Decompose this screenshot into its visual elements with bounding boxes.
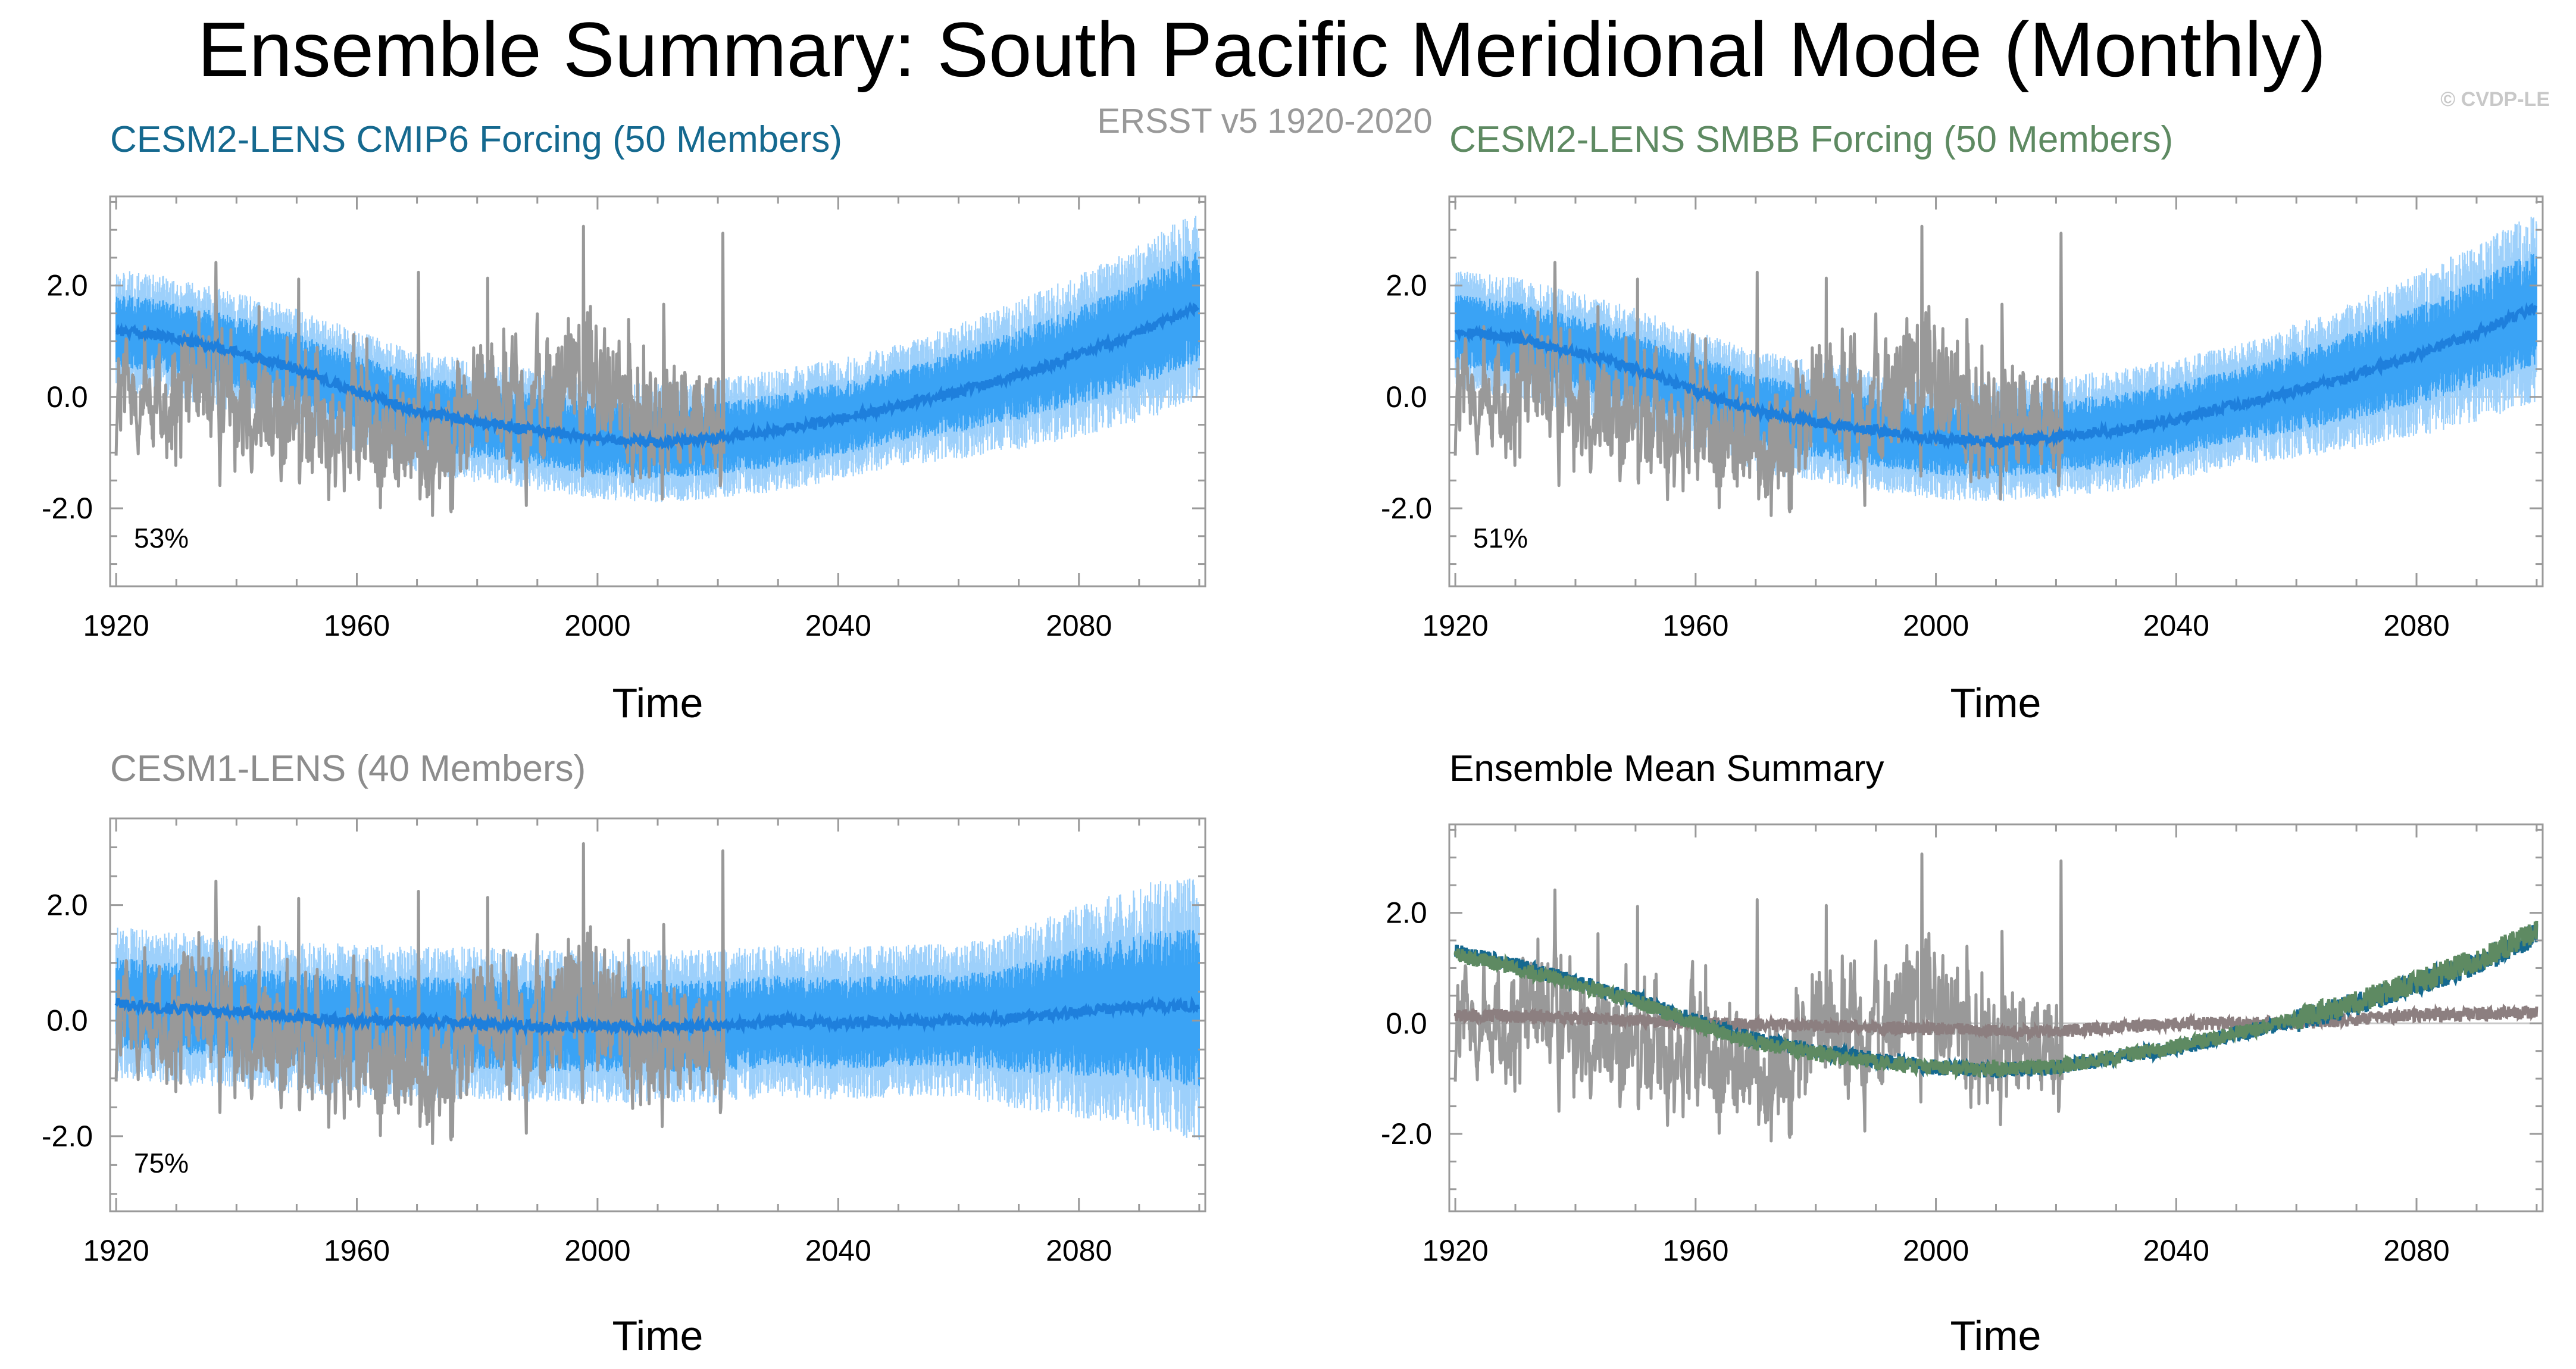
x-axis-label: Time: [1950, 1312, 2042, 1359]
plot-area: [1453, 852, 2539, 1143]
panel-bottom-left: CESM1-LENS (40 Members) -2.0 0.0 2.0 1920 196…: [42, 748, 1206, 1359]
percent-label: 75%: [134, 1148, 189, 1179]
panel-title: CESM2-LENS SMBB Forcing (50 Members): [1449, 119, 2173, 160]
x-tick-label: 1960: [324, 609, 390, 642]
x-tick-label: 1920: [83, 1234, 149, 1267]
mean-line-0: [1453, 1003, 2539, 1042]
x-axis-label: Time: [1950, 680, 2042, 726]
panel-title: Ensemble Mean Summary: [1449, 748, 1884, 789]
panel-top-right: CESM2-LENS SMBB Forcing (50 Members) -2.0…: [1381, 119, 2544, 726]
plot-area: [114, 842, 1201, 1145]
x-tick-label: 2040: [805, 1234, 871, 1267]
y-tick-label: 2.0: [46, 889, 88, 922]
x-tick-label: 2000: [1903, 1234, 1969, 1267]
mean-line-2: [1453, 920, 2539, 1080]
percent-label: 51%: [1473, 523, 1528, 554]
y-tick-label: 0.0: [1386, 380, 1427, 414]
panels: CESM2-LENS CMIP6 Forcing (50 Members) -2.…: [42, 119, 2544, 1359]
x-tick-label: 2000: [1903, 609, 1969, 642]
y-tick-label: 2.0: [1386, 269, 1427, 302]
x-tick-label: 2040: [2143, 1234, 2209, 1267]
obs-line: [1453, 224, 2064, 517]
y-tick-label: -2.0: [42, 1120, 93, 1153]
x-tick-label: 2040: [2143, 609, 2209, 642]
obs-line: [114, 842, 726, 1145]
x-tick-label: 1920: [1422, 1234, 1488, 1267]
observations-label: ERSST v5 1920-2020: [1097, 102, 1432, 140]
x-tick-label: 2000: [564, 1234, 630, 1267]
copyright-label: © CVDP-LE: [2440, 88, 2550, 111]
x-tick-label: 1960: [324, 1234, 390, 1267]
x-tick-label: 2080: [2383, 1234, 2449, 1267]
ensemble-mean-line: [114, 995, 1201, 1038]
y-tick-label: -2.0: [1381, 492, 1432, 525]
x-tick-label: 1920: [83, 609, 149, 642]
obs-line: [1453, 852, 2064, 1143]
panel-top-left: CESM2-LENS CMIP6 Forcing (50 Members) -2.…: [42, 119, 1206, 726]
ensemble-mean-line: [1454, 302, 2538, 451]
y-tick-label: 2.0: [46, 269, 88, 302]
figure-title: Ensemble Summary: South Pacific Meridion…: [198, 6, 2326, 93]
y-tick-label: -2.0: [42, 492, 93, 525]
x-tick-label: 2080: [1046, 609, 1112, 642]
x-tick-label: 2000: [564, 609, 630, 642]
x-tick-label: 1920: [1422, 609, 1488, 642]
ensemble-mean-line: [115, 301, 1200, 451]
obs-line: [114, 224, 726, 517]
panel-bottom-right: Ensemble Mean Summary -2.0 0.0 2.0 1920 1960 2…: [1381, 748, 2544, 1359]
plot-area: [1453, 217, 2538, 517]
y-tick-label: 0.0: [46, 1004, 88, 1037]
x-tick-label: 2040: [805, 609, 871, 642]
x-tick-label: 1960: [1662, 609, 1728, 642]
y-tick-label: 2.0: [1386, 896, 1427, 930]
x-axis-label: Time: [612, 680, 704, 726]
x-tick-label: 2080: [2383, 609, 2449, 642]
panel-title: CESM1-LENS (40 Members): [110, 748, 586, 789]
panel-title: CESM2-LENS CMIP6 Forcing (50 Members): [110, 119, 842, 160]
y-tick-label: 0.0: [46, 380, 88, 414]
y-tick-label: -2.0: [1381, 1117, 1432, 1151]
x-tick-label: 2080: [1046, 1234, 1112, 1267]
percent-label: 53%: [134, 523, 189, 554]
x-axis-label: Time: [612, 1312, 704, 1359]
y-tick-label: 0.0: [1386, 1007, 1427, 1040]
x-tick-label: 1960: [1662, 1234, 1728, 1267]
plot-area: [114, 215, 1200, 517]
